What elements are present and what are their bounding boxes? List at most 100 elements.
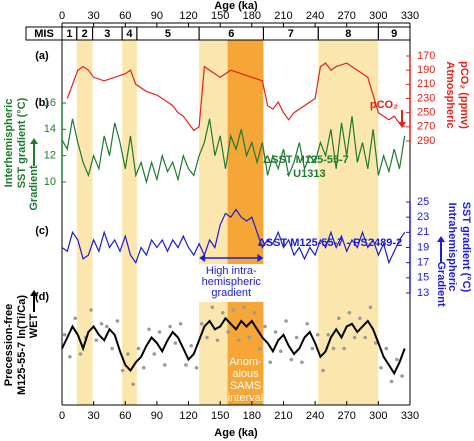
x-tick-label: 330 [401,10,419,22]
mis-stage-label: 4 [126,28,133,40]
data-point [136,346,141,351]
y-tick-label: 21 [417,226,429,238]
x-tick-label: 240 [306,410,324,422]
y-tick-label: 290 [417,135,435,147]
mis-stage-label: 7 [288,28,294,40]
x-tick-label: 0 [59,410,65,422]
top-axis-title: Age (ka) [214,0,258,12]
data-point [368,305,373,310]
data-point [273,330,278,334]
y-axis-title: Interhemispheric [3,99,15,188]
arrow-head [30,290,38,296]
period-band [76,40,93,405]
x-tick-label: 30 [88,10,100,22]
data-point [189,343,193,348]
mis-stage-label: 5 [165,28,171,40]
arrow-label: Gradient [435,261,447,307]
band-label: Anom- [229,356,262,368]
data-point [373,341,378,345]
data-point [178,321,183,326]
data-point [199,321,204,326]
data-point [126,352,130,356]
data-point [315,332,320,337]
data-point [68,354,72,359]
y-axis-title: Atmospheric [444,61,456,128]
data-point [305,321,309,326]
panel-label: (a) [35,50,49,62]
y-tick-label: 270 [417,121,435,133]
note-text: hemispheric [202,276,262,288]
x-tick-label: 210 [274,10,292,22]
x-tick-label: 240 [306,10,324,22]
data-point [389,379,394,384]
data-point [268,360,273,365]
note-text: High intra- [206,265,257,277]
data-point [147,327,151,332]
data-point [358,316,362,321]
data-point [263,324,267,329]
x-tick-label: 90 [151,10,163,22]
x-tick-label: 90 [151,410,163,422]
data-point [99,321,104,326]
data-line [61,208,406,265]
data-point [115,319,120,323]
mis-stage-label: 2 [82,28,88,40]
y-axis-title: M125-55-7 ln(Ti/Ca) [16,295,28,395]
data-point [352,335,357,340]
period-band [199,40,228,405]
x-tick-label: 150 [211,410,229,422]
data-point [168,324,172,329]
y-tick-label: 13 [417,287,429,299]
arrow-label: WET [28,314,40,339]
band-label: interval [228,392,263,404]
panel-label: (c) [35,225,49,237]
data-line [66,62,406,132]
data-point [300,360,304,365]
period-band [227,40,264,405]
mis-label: MIS [34,28,54,40]
x-tick-label: 150 [211,10,229,22]
y-tick-label: 14 [44,123,56,135]
note-text: gradient [211,287,251,299]
mis-stage-label: 6 [228,28,234,40]
x-tick-label: 0 [59,10,65,22]
data-point [163,363,167,367]
x-tick-label: 300 [369,10,387,22]
y-tick-label: 16 [44,97,56,109]
annotation: ΔSST M125-55-7 - PS2489-2 [258,237,402,249]
data-point [194,365,199,370]
mis-stage-label: 8 [345,28,351,40]
arrow-head [398,122,406,128]
annotation: ΔSST M125-55-7 [263,154,349,166]
period-band [122,40,137,405]
data-point [210,305,215,310]
x-tick-label: 210 [274,410,292,422]
x-tick-label: 270 [338,10,356,22]
data-point [226,330,230,334]
data-point [363,335,367,340]
arrow-label: pCO₂ [370,99,398,111]
data-line [61,116,406,185]
y-tick-label: 210 [417,78,435,90]
arrow-head [257,254,264,262]
x-tick-label: 270 [338,410,356,422]
data-point [257,346,262,351]
y-axis-title: Precession-free [3,304,15,387]
data-point [94,338,99,343]
bottom-axis-title: Age (ka) [214,427,258,439]
data-point [247,335,251,340]
y-tick-label: 10 [44,176,56,188]
y-tick-label: 23 [417,211,429,223]
data-point [215,338,220,343]
data-point [120,368,125,373]
y-tick-label: 19 [417,241,429,253]
data-point [78,352,83,356]
y-tick-label: 170 [417,50,435,62]
x-tick-label: 330 [401,410,419,422]
data-point [289,357,294,362]
data-point [152,352,157,356]
x-tick-label: 120 [179,410,197,422]
data-point [331,346,336,351]
data-point [242,305,246,310]
